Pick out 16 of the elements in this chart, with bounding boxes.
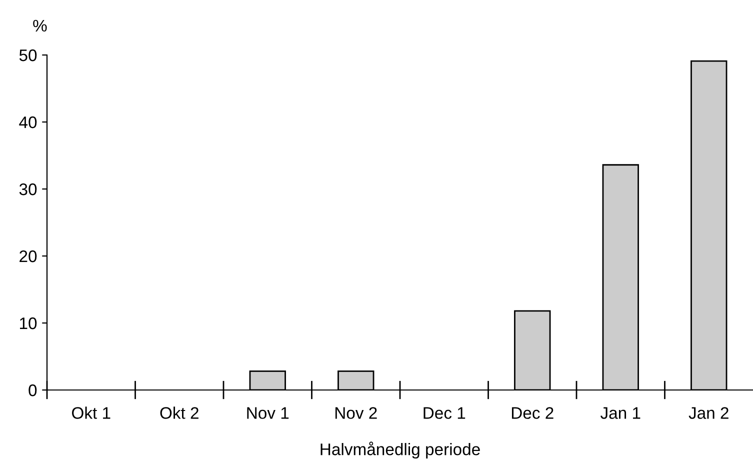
y-tick-label: 10 — [20, 317, 37, 330]
y-axis-title: % — [33, 20, 47, 32]
x-tick-label: Dec 2 — [512, 407, 554, 419]
x-axis-title: Halvmånedlig periode — [320, 442, 480, 459]
x-tick-label: Nov 2 — [335, 407, 377, 419]
x-tick-label: Jan 2 — [688, 407, 728, 419]
x-tick-label: Dec 1 — [424, 407, 466, 419]
y-tick-label: 0 — [28, 384, 37, 396]
y-tick-label: 20 — [20, 250, 37, 262]
x-tick-label: Okt 2 — [160, 406, 198, 419]
y-tick-label: 40 — [19, 116, 37, 128]
x-tick-label: Nov 1 — [247, 407, 289, 419]
x-tick-label: Jan 1 — [600, 407, 640, 419]
x-tick-label: Okt 1 — [72, 406, 110, 419]
y-tick-label: 50 — [19, 49, 37, 62]
y-tick-label: 30 — [19, 183, 37, 196]
